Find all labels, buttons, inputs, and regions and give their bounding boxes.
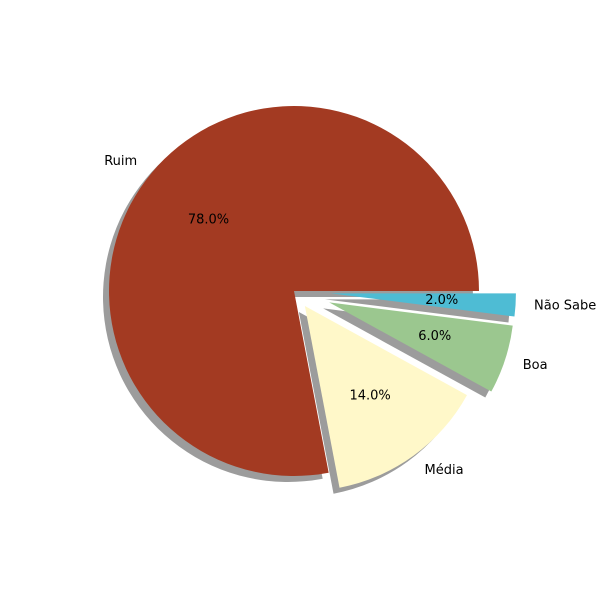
percentage-labels: 78.0% 14.0% 6.0% 2.0% (188, 213, 458, 404)
slice-media (304, 305, 467, 488)
pct-label-boa: 6.0% (418, 329, 451, 344)
slice-labels: Ruim Média Boa Não Sabe (104, 154, 596, 478)
slice-ruim (109, 106, 479, 477)
slice-wedges (109, 106, 516, 488)
pct-label-media: 14.0% (349, 388, 390, 403)
slice-nao-sabe (330, 293, 516, 317)
slice-label-media: Média (424, 463, 463, 478)
pct-label-nao-sabe: 2.0% (425, 293, 458, 308)
pct-label-ruim: 78.0% (188, 213, 229, 228)
slice-boa (329, 302, 513, 392)
slice-label-boa: Boa (523, 358, 548, 373)
slice-label-ruim: Ruim (104, 154, 137, 169)
slice-label-nao-sabe: Não Sabe (534, 299, 596, 314)
